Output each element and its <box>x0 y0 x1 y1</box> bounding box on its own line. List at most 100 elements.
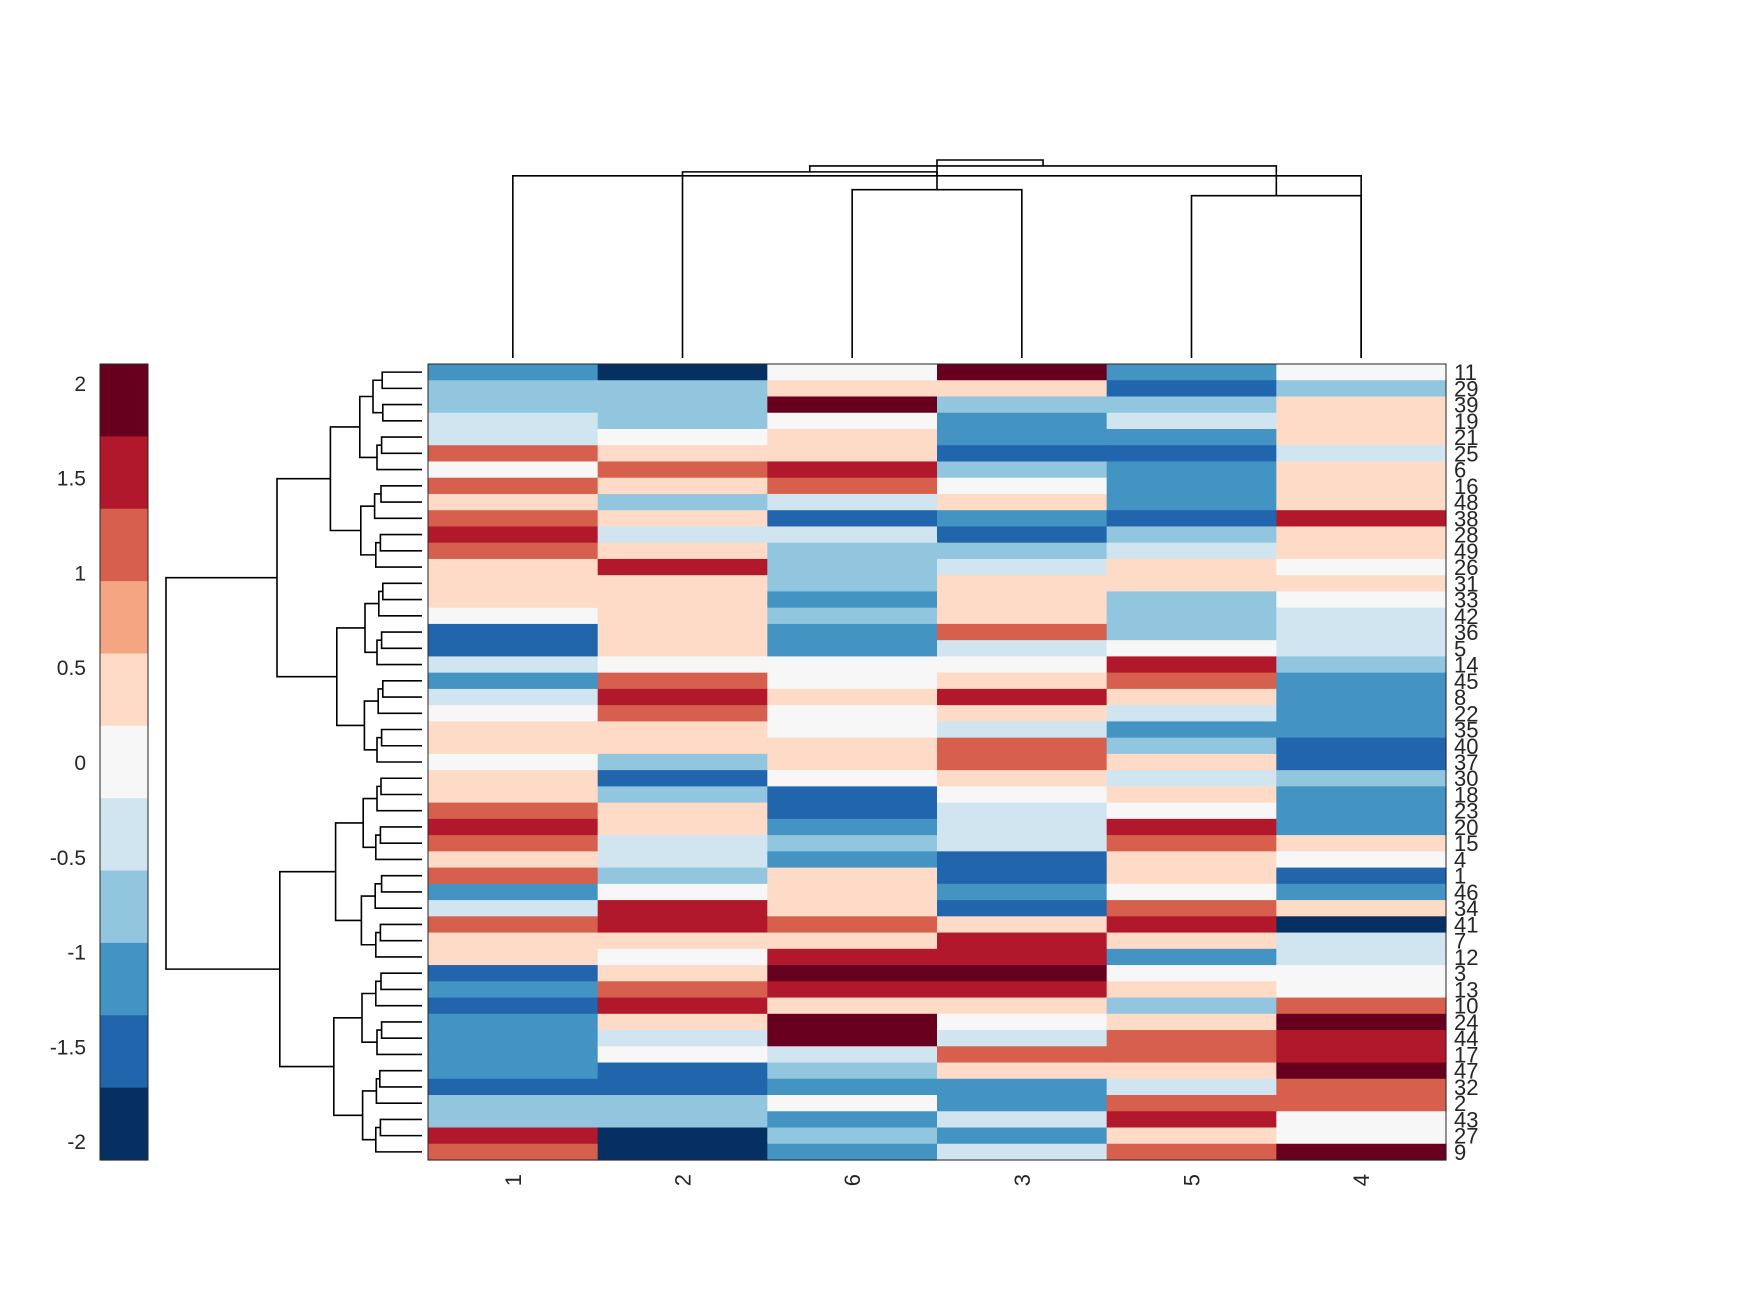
column-labels: 1 2 6 3 5 4 <box>501 1174 1374 1186</box>
row-dendrogram-link <box>362 797 377 849</box>
heatmap-cell <box>428 396 599 414</box>
heatmap-cell <box>1276 1078 1447 1096</box>
row-dendrogram-link <box>375 1126 422 1153</box>
row-label: 12 <box>1454 945 1478 970</box>
heatmap-cell <box>428 1095 599 1112</box>
heatmap-cell <box>1276 737 1447 755</box>
heatmap-cell <box>597 1111 768 1129</box>
heatmap-cell <box>1106 965 1277 982</box>
heatmap-cell <box>1276 542 1447 560</box>
heatmap-cell <box>597 575 768 593</box>
heatmap-cell <box>937 1013 1108 1031</box>
heatmap-cell <box>1106 1111 1277 1129</box>
colorbar-segment <box>100 1015 148 1089</box>
heatmap-cell <box>428 770 599 787</box>
heatmap-cell <box>767 380 938 398</box>
heatmap-cell <box>428 607 599 625</box>
heatmap-cell <box>428 412 599 430</box>
row-dendrogram-link <box>382 679 422 698</box>
heatmap-cell <box>428 883 599 901</box>
row-dendrogram-link <box>372 379 383 414</box>
column-label: 5 <box>1180 1174 1205 1186</box>
row-label: 2 <box>1454 1091 1466 1116</box>
heatmap-cell <box>767 1143 938 1161</box>
row-dendrogram-link <box>376 639 422 666</box>
heatmap-cell <box>767 526 938 544</box>
heatmap-cell <box>1276 770 1447 787</box>
row-label: 44 <box>1454 1026 1478 1051</box>
row-dendrogram-link <box>375 1077 422 1104</box>
heatmap-cell <box>767 672 938 690</box>
heatmap-cell <box>937 1062 1108 1080</box>
heatmap-cell <box>937 1078 1108 1096</box>
heatmap-cell <box>937 510 1108 528</box>
heatmap-cell <box>1106 640 1277 658</box>
heatmap-cell <box>428 1078 599 1096</box>
heatmap-cell <box>937 1143 1108 1161</box>
heatmap-cell <box>597 656 768 674</box>
colorbar-tick-label: 0.5 <box>57 657 86 680</box>
row-label: 28 <box>1454 523 1478 548</box>
row-dendrogram-link <box>375 931 422 958</box>
heatmap-cell <box>597 965 768 982</box>
colorbar-segment <box>100 798 148 872</box>
heatmap-cell <box>1276 932 1447 950</box>
colorbar-segment <box>100 653 148 727</box>
row-dendrogram-link <box>360 895 376 946</box>
heatmap-cell <box>597 412 768 430</box>
row-dendrogram-link <box>380 485 422 503</box>
heatmap-cell <box>597 900 768 917</box>
row-label: 25 <box>1454 441 1478 466</box>
heatmap-cell <box>937 396 1108 414</box>
heatmap-cell <box>1276 1030 1447 1047</box>
row-label: 40 <box>1454 734 1478 759</box>
row-dendrogram-link <box>375 834 422 861</box>
colorbar-tick-label: -1.5 <box>50 1036 86 1059</box>
heatmap-cell <box>1276 558 1447 576</box>
heatmap-cell <box>1106 867 1277 885</box>
column-label: 3 <box>1010 1174 1035 1186</box>
heatmap-cell <box>767 1013 938 1031</box>
column-dendrogram-link <box>851 188 1023 358</box>
heatmap-cell <box>1106 916 1277 934</box>
colorbar-segment <box>100 725 148 799</box>
colorbar-segment <box>100 581 148 655</box>
row-dendrogram-link <box>382 403 422 422</box>
row-dendrogram-link <box>375 541 422 568</box>
row-dendrogram-link <box>363 700 379 751</box>
heatmap-cell <box>597 737 768 755</box>
heatmap-cell <box>937 802 1108 820</box>
heatmap-cell <box>937 916 1108 934</box>
row-dendrogram-link <box>376 785 422 812</box>
row-label: 26 <box>1454 555 1478 580</box>
row-label: 46 <box>1454 880 1478 905</box>
heatmap-cell <box>597 428 768 446</box>
row-label: 13 <box>1454 977 1478 1002</box>
heatmap-cell <box>1106 705 1277 722</box>
row-dendrogram-link <box>380 728 422 747</box>
row-dendrogram-link <box>361 1090 377 1141</box>
row-dendrogram-link <box>359 395 377 459</box>
heatmap-cell <box>937 428 1108 446</box>
row-label: 34 <box>1454 896 1478 921</box>
row-dendrogram-link <box>361 992 377 1044</box>
heatmap-cell <box>1106 1062 1277 1080</box>
row-dendrogram-link <box>380 1021 422 1039</box>
heatmap-cell <box>1106 380 1277 398</box>
heatmap-cell <box>597 1127 768 1145</box>
row-dendrogram <box>165 371 422 1153</box>
heatmap-cell <box>428 1030 599 1047</box>
heatmap-cell <box>1106 1143 1277 1161</box>
row-dendrogram-link <box>379 1069 422 1088</box>
heatmap-cell <box>1106 737 1277 755</box>
row-label: 4 <box>1454 847 1466 872</box>
heatmap-cell <box>597 916 768 934</box>
heatmap-cell <box>1276 786 1447 804</box>
row-dendrogram-link <box>334 822 364 922</box>
row-label: 33 <box>1454 588 1478 613</box>
heatmap-cell <box>767 1030 938 1047</box>
heatmap-cell <box>1106 656 1277 674</box>
heatmap-cell <box>1276 428 1447 446</box>
row-dendrogram-link <box>376 1029 422 1056</box>
row-label: 48 <box>1454 490 1478 515</box>
